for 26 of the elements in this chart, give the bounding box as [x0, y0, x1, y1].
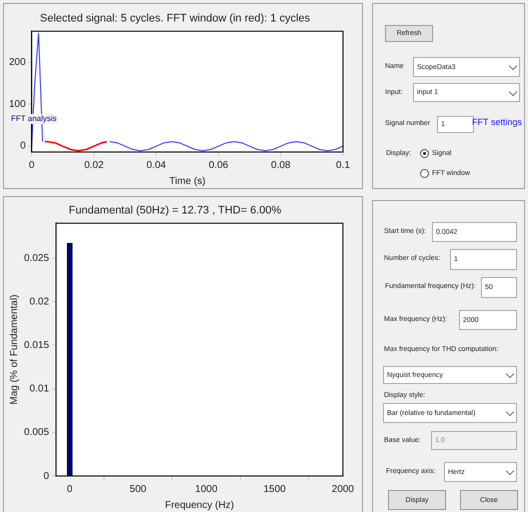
- chart-title: Fundamental (50Hz) = 12.73 , THD= 6.00%: [68, 204, 282, 217]
- x-axis-title: Time (s): [169, 176, 206, 187]
- y-tick-label: 0.01: [30, 384, 50, 395]
- y-tick-label: 0.02: [30, 296, 50, 308]
- y-tick-label: 100: [8, 98, 26, 110]
- x-tick-label: 0: [66, 484, 73, 495]
- chart-title: Selected signal: 5 cycles. FFT window (in red): 1 cycles: [40, 12, 310, 25]
- text: FFT settings: [472, 117, 522, 127]
- annotation: FFT analysis: [10, 114, 58, 124]
- x-tick-label: 1000: [195, 484, 218, 495]
- y-tick-label: 0.015: [24, 340, 50, 351]
- y-tick-label: 0.025: [24, 252, 50, 264]
- y-tick-label: 0: [43, 470, 50, 482]
- x-tick-label: 0.08: [271, 160, 291, 171]
- y-tick-label: 0: [20, 140, 26, 152]
- x-tick-label: 0.1: [336, 160, 350, 171]
- x-tick-label: 1500: [263, 484, 286, 495]
- x-tick-label: 2000: [332, 484, 354, 495]
- x-tick-label: 0.04: [146, 160, 166, 171]
- y-axis-title: Mag (% of Fundamental): [8, 294, 20, 405]
- x-tick-label: 500: [130, 484, 147, 495]
- x-axis-title: Frequency (Hz): [165, 500, 234, 511]
- y-tick-label: 200: [8, 57, 26, 68]
- x-tick-label: 0.02: [84, 160, 104, 171]
- y-tick-label: 0.005: [24, 427, 50, 438]
- x-tick-label: 0.06: [208, 160, 229, 171]
